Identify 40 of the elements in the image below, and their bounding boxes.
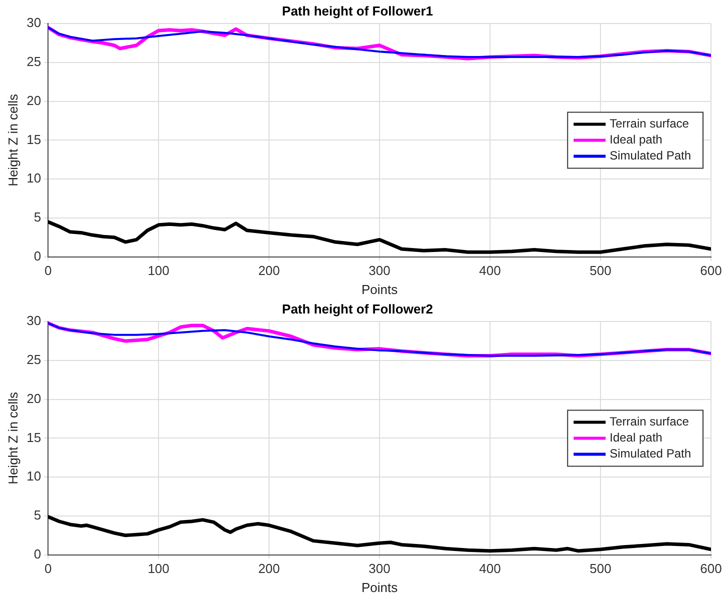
- y-axis-title: Height Z in cells: [5, 93, 20, 186]
- legend-label: Terrain surface: [610, 116, 690, 131]
- x-tick-label: 100: [148, 263, 170, 278]
- y-tick-label: 5: [34, 210, 42, 225]
- y-tick-label: 25: [26, 54, 42, 70]
- x-axis-title: Points: [361, 282, 398, 297]
- x-tick-label: 400: [479, 561, 501, 576]
- x-tick-label: 500: [590, 263, 612, 278]
- x-tick-label: 0: [44, 561, 52, 576]
- y-tick-label: 20: [26, 92, 42, 108]
- y-tick-label: 0: [34, 546, 42, 562]
- x-axis-title: Points: [361, 580, 398, 595]
- x-tick-label: 400: [479, 263, 501, 278]
- x-tick-label: 200: [258, 263, 280, 278]
- x-tick-label: 300: [368, 561, 390, 576]
- y-tick-label: 25: [26, 352, 42, 368]
- legend-label: Ideal path: [610, 132, 662, 147]
- chart-title: Path height of Follower2: [282, 301, 433, 316]
- y-tick-label: 30: [26, 15, 42, 30]
- legend-label: Terrain surface: [610, 414, 690, 429]
- y-tick-label: 30: [26, 313, 42, 328]
- x-tick-label: 500: [590, 561, 612, 576]
- y-axis-title: Height Z in cells: [5, 391, 20, 484]
- x-tick-label: 300: [368, 263, 390, 278]
- chart-title: Path height of Follower1: [282, 3, 433, 18]
- y-tick-label: 15: [26, 132, 42, 147]
- x-tick-label: 0: [44, 263, 52, 278]
- y-tick-label: 0: [34, 248, 42, 264]
- legend-label: Ideal path: [610, 430, 662, 445]
- x-tick-label: 100: [148, 561, 170, 576]
- y-tick-label: 5: [34, 508, 42, 523]
- x-tick-label: 200: [258, 561, 280, 576]
- legend-label: Simulated Path: [610, 446, 692, 461]
- y-tick-label: 10: [26, 170, 42, 186]
- y-tick-label: 15: [26, 430, 42, 445]
- legend-label: Simulated Path: [610, 148, 692, 163]
- y-tick-label: 10: [26, 468, 42, 484]
- x-tick-label: 600: [700, 561, 722, 576]
- y-tick-label: 20: [26, 390, 42, 406]
- x-tick-label: 600: [700, 263, 722, 278]
